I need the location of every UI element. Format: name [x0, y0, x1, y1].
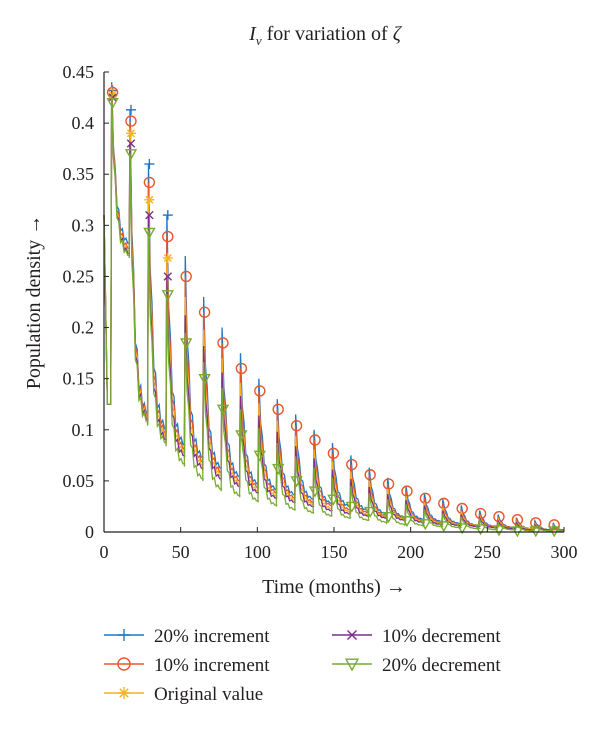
series-marker — [235, 430, 248, 442]
series-marker — [382, 511, 395, 524]
legend-entry: Original value — [104, 684, 263, 705]
y-tick-label: 0.15 — [63, 369, 95, 389]
series-marker — [290, 476, 303, 488]
legend: 20% increment 10% increment Original value… — [104, 626, 501, 705]
series-marker — [290, 419, 303, 432]
legend-label: 20% increment — [154, 626, 270, 647]
y-tick-label: 0.4 — [72, 113, 95, 133]
y-tick-label: 0.45 — [63, 62, 95, 82]
y-ticks: 0 0.05 0.1 0.15 0.2 0.25 0.3 0.35 0.4 0.45 — [63, 62, 109, 542]
y-axis-label: Population density → — [23, 215, 45, 389]
legend-label: 10% increment — [154, 655, 270, 676]
series-marker — [327, 447, 340, 459]
series-marker — [162, 210, 173, 221]
series-marker — [118, 687, 130, 699]
series-marker — [346, 458, 358, 471]
x-tick-label: 250 — [474, 542, 501, 562]
y-tick-label: 0.05 — [63, 471, 95, 491]
series-marker — [180, 270, 192, 283]
series-marker — [309, 434, 321, 446]
legend-label: 20% decrement — [382, 655, 501, 676]
series-marker — [345, 501, 358, 513]
y-tick-label: 0.3 — [72, 215, 95, 235]
series-marker — [144, 194, 155, 205]
series-marker — [145, 210, 154, 220]
series-marker — [198, 306, 211, 318]
y-tick-label: 0.1 — [72, 420, 95, 440]
y-tick-label: 0 — [85, 522, 94, 542]
x-tick-label: 200 — [397, 542, 424, 562]
series-line — [103, 82, 565, 532]
series-marker — [125, 104, 136, 115]
series-marker — [162, 253, 173, 264]
series-marker — [198, 373, 211, 386]
series-marker — [419, 492, 432, 504]
series-marker — [179, 338, 193, 350]
title-text: for variation of — [262, 23, 393, 45]
series-marker — [125, 128, 136, 139]
legend-label: 10% decrement — [382, 626, 501, 647]
series-marker — [253, 450, 266, 462]
series-marker — [117, 657, 131, 671]
series-marker — [217, 337, 229, 349]
series-marker — [363, 506, 377, 518]
x-tick-label: 300 — [551, 542, 578, 562]
series-marker — [126, 139, 136, 148]
series-marker — [364, 469, 376, 481]
y-tick-label: 0.2 — [72, 318, 95, 338]
series-marker — [308, 486, 322, 498]
x-tick-label: 100 — [244, 542, 271, 562]
series-20-increment — [103, 82, 565, 532]
series-marker — [124, 149, 138, 161]
series-marker — [437, 521, 450, 533]
series-marker — [143, 227, 156, 239]
series-marker — [382, 478, 395, 490]
title-symbol: I — [248, 23, 257, 45]
series-marker — [400, 516, 414, 528]
series-marker — [108, 93, 117, 102]
series-marker — [162, 230, 174, 243]
y-tick-label: 0.25 — [63, 266, 95, 286]
series-layer — [103, 82, 565, 538]
x-tick-label: 150 — [321, 542, 348, 562]
series-marker — [235, 362, 248, 375]
series-marker — [347, 630, 357, 640]
x-ticks: 0 50 100 150 200 250 300 — [100, 527, 578, 562]
legend-entry: 20% increment — [104, 626, 270, 647]
legend-entry: 20% decrement — [332, 655, 501, 676]
legend-entry: 10% decrement — [332, 626, 501, 647]
series-marker — [344, 658, 360, 672]
series-marker — [438, 497, 450, 510]
series-marker — [401, 485, 413, 497]
x-tick-label: 50 — [172, 542, 190, 562]
series-marker — [163, 272, 173, 281]
series-marker — [327, 494, 340, 506]
series-line — [103, 92, 564, 532]
series-marker — [254, 385, 266, 397]
series-marker — [125, 115, 137, 127]
series-marker — [143, 176, 156, 189]
series-marker — [272, 403, 284, 416]
series-marker — [118, 629, 130, 641]
series-marker — [106, 97, 119, 110]
title-subscript: v — [256, 33, 262, 48]
title-param: ζ — [393, 23, 403, 45]
legend-label: Original value — [154, 684, 263, 705]
x-axis-label: Time (months) → — [262, 576, 406, 598]
series-marker — [271, 463, 285, 476]
x-tick-label: 0 — [100, 542, 109, 562]
series-marker — [161, 290, 174, 302]
chart-title: Iv for variation of ζ — [248, 23, 403, 48]
series-marker — [419, 519, 432, 531]
series-marker — [548, 519, 560, 531]
series-marker — [492, 525, 506, 537]
series-marker — [216, 404, 230, 416]
series-marker — [455, 523, 469, 535]
series-marker — [144, 159, 155, 169]
y-tick-label: 0.35 — [63, 164, 95, 184]
legend-entry: 10% increment — [104, 655, 270, 676]
series-marker — [474, 524, 487, 536]
